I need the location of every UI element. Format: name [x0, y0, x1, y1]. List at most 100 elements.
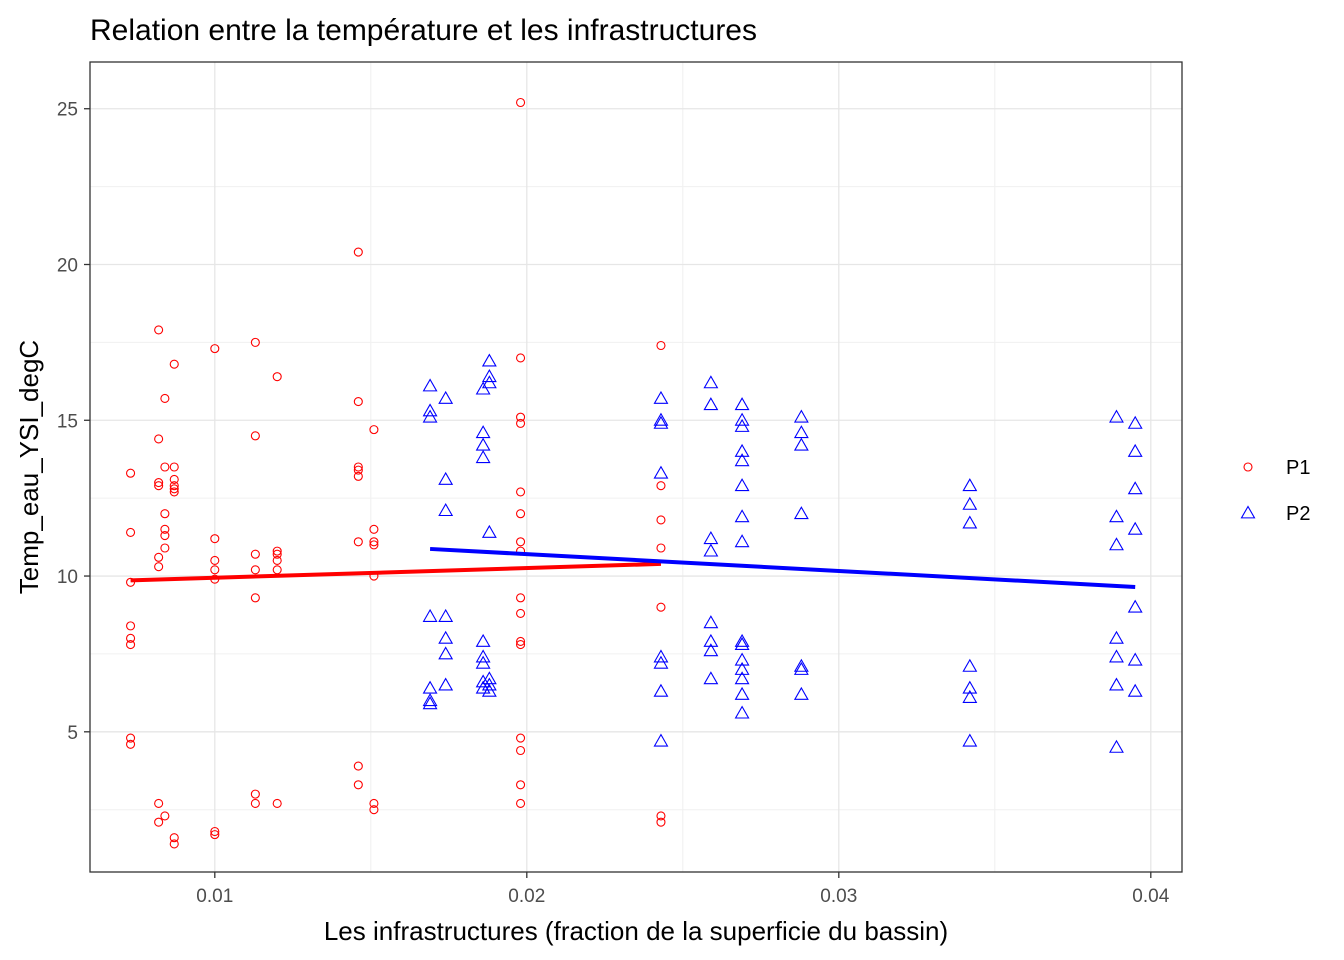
data-point-p1 [169, 474, 179, 485]
data-point-p2 [475, 450, 491, 464]
plot-frame [89, 61, 1183, 873]
data-point-p1 [169, 481, 179, 491]
data-point-p1 [154, 325, 164, 335]
data-point-p1 [516, 412, 526, 422]
data-point-p2 [734, 671, 750, 685]
data-point-p2 [734, 661, 750, 675]
data-point-p2 [1109, 677, 1124, 691]
data-point-p2 [734, 652, 750, 666]
data-point-p1 [160, 509, 170, 519]
data-point-p1 [516, 487, 526, 497]
data-point-p1 [169, 359, 179, 369]
data-point-p1 [516, 509, 526, 519]
data-point-p2 [1127, 443, 1143, 457]
data-point-p2 [653, 733, 669, 747]
data-point-p2 [438, 608, 454, 622]
data-point-p1 [250, 431, 260, 441]
data-point-p2 [422, 378, 438, 392]
data-point-p1 [126, 621, 136, 631]
data-point-p2 [1109, 649, 1124, 663]
data-point-p1 [160, 811, 170, 821]
data-point-p2 [703, 633, 719, 647]
data-point-p2 [962, 478, 978, 492]
data-point-p2 [962, 658, 978, 672]
data-point-p1 [160, 462, 170, 472]
data-point-p1 [369, 524, 379, 534]
trend-line-p1 [130, 561, 662, 583]
data-point-p1 [353, 780, 363, 790]
legend-key-p2 [1240, 505, 1256, 519]
data-point-p2 [1109, 630, 1124, 644]
data-point-p1 [656, 817, 666, 827]
data-point-p2 [703, 643, 719, 657]
data-point-p2 [475, 655, 491, 669]
data-point-p1 [272, 565, 282, 575]
data-point-p2 [734, 534, 750, 548]
data-point-p1 [656, 481, 666, 491]
data-point-p2 [962, 496, 978, 510]
data-point-p1 [210, 534, 220, 544]
data-point-p1 [272, 555, 282, 566]
data-point-p1 [353, 761, 363, 771]
data-point-p2 [734, 509, 750, 523]
trend-lines [130, 546, 1136, 589]
data-point-p2 [962, 689, 978, 703]
data-point-p2 [481, 524, 497, 538]
plot-panel [90, 62, 1182, 872]
data-points [126, 97, 1143, 849]
data-point-p2 [422, 608, 438, 622]
data-point-p2 [703, 671, 719, 685]
data-point-p2 [1109, 537, 1124, 551]
data-point-p1 [160, 530, 170, 541]
data-point-p2 [734, 705, 750, 719]
grid-lines [90, 62, 1182, 872]
data-point-p1 [210, 555, 220, 566]
data-point-p2 [734, 478, 750, 492]
y-tick-label: 5 [67, 723, 78, 744]
data-point-p2 [481, 375, 497, 389]
x-axis-ticks: 0.01 0.02 0.03 0.04 [196, 872, 1170, 907]
data-point-p2 [703, 543, 719, 557]
data-point-p1 [154, 434, 164, 444]
data-point-p1 [516, 640, 526, 650]
data-point-p1 [250, 789, 260, 799]
data-point-p1 [154, 562, 164, 572]
data-point-p1 [210, 344, 220, 354]
y-axis-title: Temp_eau_YSI_degC [14, 340, 44, 594]
data-point-p2 [793, 686, 809, 700]
legend: P1 P2 [1240, 457, 1310, 525]
data-point-p2 [793, 506, 809, 520]
data-point-p2 [653, 683, 669, 697]
data-point-p1 [160, 524, 170, 534]
data-point-p2 [703, 375, 719, 389]
y-tick-label: 15 [57, 411, 78, 432]
data-point-p2 [422, 403, 438, 417]
data-point-p2 [653, 465, 669, 479]
data-point-p2 [962, 515, 978, 529]
plot-border [89, 61, 1183, 873]
chart-title: Relation entre la température et les inf… [90, 14, 757, 47]
data-point-p2 [475, 680, 491, 694]
data-point-p1 [516, 798, 526, 809]
data-point-p1 [369, 805, 379, 815]
data-point-p2 [438, 390, 454, 404]
data-point-p1 [516, 537, 526, 547]
legend-label-p2: P2 [1286, 503, 1310, 525]
data-point-p2 [653, 655, 669, 669]
data-point-p2 [475, 674, 491, 688]
data-point-p2 [438, 630, 454, 644]
data-point-p2 [653, 412, 669, 426]
data-point-p2 [703, 615, 719, 629]
data-point-p2 [481, 677, 497, 691]
data-point-p2 [793, 409, 809, 423]
data-point-p2 [481, 683, 497, 697]
data-point-p1 [272, 798, 282, 809]
data-point-p1 [169, 484, 179, 494]
data-point-p1 [126, 733, 136, 743]
data-point-p2 [653, 649, 669, 663]
data-point-p1 [126, 527, 136, 537]
trend-line-p2 [429, 546, 1136, 589]
data-point-p2 [422, 693, 438, 707]
y-axis-ticks: 5 10 15 20 25 [57, 100, 90, 744]
data-point-p2 [475, 649, 491, 663]
